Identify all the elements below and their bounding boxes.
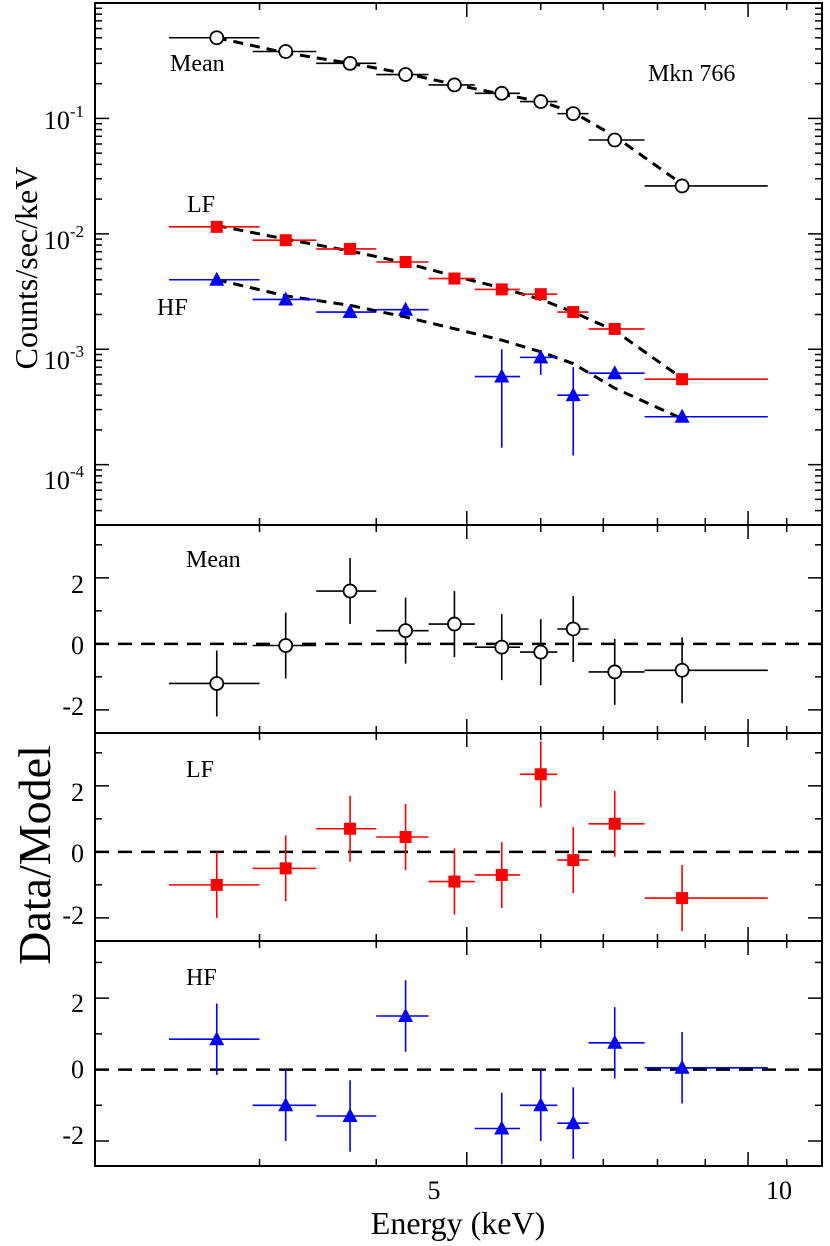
data-point [344, 242, 357, 255]
data-point [533, 349, 549, 364]
data-point [398, 623, 413, 639]
y-tick-label-1e-1: 10-1 [44, 102, 84, 135]
data-point [674, 1059, 690, 1074]
data-point [567, 854, 580, 867]
data-point [209, 676, 225, 691]
res-lf-y-tick-minus2: -2 [62, 901, 84, 930]
data-point [494, 639, 510, 655]
data-point [342, 55, 358, 71]
residual-lf-label: LF [186, 757, 214, 783]
data-point [565, 106, 581, 122]
res-hf-y-tick-0: 0 [71, 1055, 84, 1084]
data-point [607, 132, 623, 148]
data-point [534, 768, 547, 781]
data-point [533, 1097, 549, 1112]
data-point [448, 875, 461, 888]
data-point [399, 831, 412, 843]
residual-hf-panel-frame [94, 940, 823, 1167]
y-tick-label-1e-2: 10-2 [44, 222, 84, 255]
data-point [534, 288, 547, 301]
data-point [448, 272, 461, 285]
data-point [278, 1097, 294, 1112]
data-point [398, 67, 413, 82]
source-label: Mkn 766 [648, 61, 735, 87]
data-point [565, 387, 581, 402]
data-point [447, 77, 462, 93]
data-points [168, 30, 768, 1165]
data-point [494, 1120, 510, 1135]
data-point [565, 1115, 581, 1130]
data-point [674, 178, 690, 194]
res-lf-y-tick-0: 0 [71, 839, 84, 868]
data-point [494, 85, 510, 101]
data-point [279, 862, 292, 875]
data-point [278, 44, 294, 59]
data-point [344, 822, 357, 835]
x-tick-label-10: 10 [766, 1176, 792, 1205]
data-point [398, 1008, 414, 1022]
data-point [674, 408, 690, 423]
res-mean-y-tick-2: 2 [71, 570, 84, 599]
data-point [533, 644, 549, 660]
data-point [447, 616, 462, 632]
res-lf-y-tick-2: 2 [71, 778, 84, 807]
data-point [674, 662, 690, 678]
y-axis-label-residual: Data/Model [9, 745, 60, 965]
data-point [342, 304, 358, 319]
data-point [567, 306, 580, 319]
model-curve-mean [216, 36, 683, 186]
data-point [676, 892, 689, 905]
hf-series-label: HF [157, 295, 188, 321]
data-point [608, 817, 621, 830]
residual-mean-label: Mean [186, 547, 241, 573]
data-point [209, 30, 225, 46]
res-mean-y-tick-minus2: -2 [62, 692, 84, 721]
res-hf-y-tick-2: 2 [71, 989, 84, 1018]
data-point [607, 365, 623, 380]
data-point [342, 583, 358, 599]
data-point [342, 1108, 358, 1122]
data-point [607, 664, 623, 680]
data-point [279, 234, 292, 247]
data-point [399, 256, 412, 269]
mean-series-label: Mean [170, 51, 225, 77]
data-point [209, 271, 225, 286]
x-axis-label: Energy (keV) [371, 1205, 545, 1241]
data-point [210, 220, 223, 233]
data-point [209, 1031, 225, 1046]
data-point [676, 373, 689, 386]
data-point [495, 868, 508, 881]
y-tick-label-1e-4: 10-4 [44, 462, 85, 495]
y-tick-label-1e-3: 10-3 [44, 342, 84, 375]
data-point [565, 621, 581, 637]
lf-series-label: LF [187, 192, 215, 218]
data-point [278, 291, 294, 306]
y-axis-label-spectrum: Counts/sec/keV [8, 167, 44, 370]
res-hf-y-tick-minus2: -2 [62, 1121, 84, 1150]
res-mean-y-tick-0: 0 [71, 631, 84, 660]
data-point [494, 368, 510, 383]
data-point [495, 283, 508, 296]
data-point [607, 1034, 623, 1049]
data-point [210, 878, 223, 891]
model-curve-lf [216, 224, 683, 380]
data-point [398, 301, 414, 316]
residual-hf-label: HF [186, 965, 217, 991]
data-point [278, 638, 294, 653]
axis-ticks [94, 2, 823, 1166]
data-point [608, 322, 621, 335]
x-tick-label-5: 5 [428, 1176, 441, 1205]
data-point [533, 94, 549, 109]
